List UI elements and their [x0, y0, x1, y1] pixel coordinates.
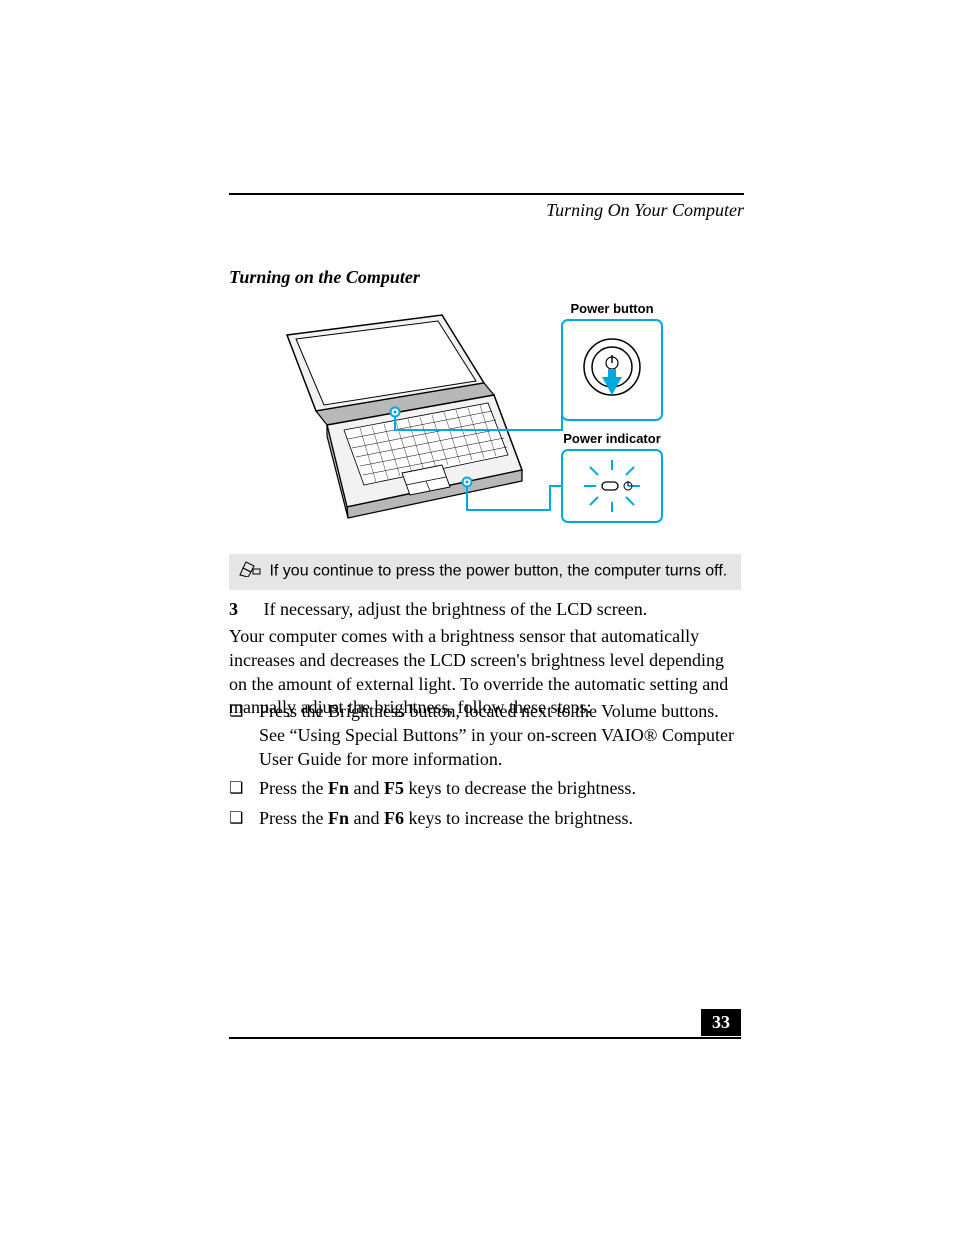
bullet-list: ❏ Press the Brightness button, located n…: [229, 700, 741, 837]
list-item: ❏ Press the Fn and F6 keys to increase t…: [229, 807, 741, 831]
laptop-illustration: [287, 315, 522, 518]
figure-title: Turning on the Computer: [229, 267, 420, 288]
note-box: If you continue to press the power butto…: [229, 554, 741, 590]
step-3: 3 If necessary, adjust the brightness of…: [229, 597, 741, 621]
note-text: If you continue to press the power butto…: [269, 563, 727, 580]
pencil-note-icon: [239, 561, 261, 582]
running-head: Turning On Your Computer: [546, 200, 744, 221]
step-number: 3: [229, 597, 259, 621]
marker-power-indicator-dot: [466, 481, 469, 484]
label-power-indicator: Power indicator: [563, 431, 661, 446]
bullet-icon: ❏: [229, 777, 259, 801]
figure-turning-on: Power button Power indicator: [272, 295, 682, 530]
bullet-text-1: Press the Brightness button, located nex…: [259, 700, 741, 771]
bullet-icon: ❏: [229, 807, 259, 831]
manual-page: Turning On Your Computer Turning on the …: [0, 0, 954, 1235]
list-item: ❏ Press the Brightness button, located n…: [229, 700, 741, 771]
bottom-rule: [229, 1037, 741, 1039]
top-rule: [229, 193, 744, 195]
bullet-text-2: Press the Fn and F5 keys to decrease the…: [259, 777, 741, 801]
list-item: ❏ Press the Fn and F5 keys to decrease t…: [229, 777, 741, 801]
page-number: 33: [701, 1009, 741, 1036]
bullet-text-3: Press the Fn and F6 keys to increase the…: [259, 807, 741, 831]
step-text: If necessary, adjust the brightness of t…: [264, 599, 648, 619]
bullet-icon: ❏: [229, 700, 259, 771]
marker-power-button-dot: [394, 411, 397, 414]
label-power-button: Power button: [570, 301, 653, 316]
